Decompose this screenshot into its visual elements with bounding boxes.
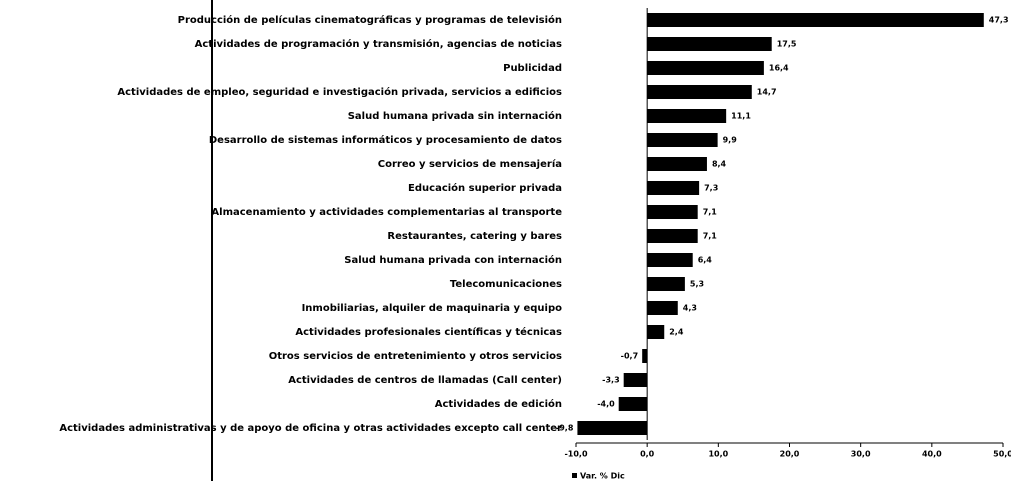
value-label: 7,3 bbox=[704, 184, 718, 193]
bar bbox=[577, 421, 648, 435]
value-label: 7,1 bbox=[703, 232, 718, 241]
x-tick-label: 20,0 bbox=[780, 450, 800, 459]
category-label: Producción de películas cinematográficas… bbox=[178, 14, 562, 26]
value-label: 17,5 bbox=[777, 40, 797, 49]
bar bbox=[647, 229, 698, 243]
bar bbox=[618, 397, 648, 411]
category-label: Telecomunicaciones bbox=[450, 279, 562, 290]
bar bbox=[647, 301, 678, 315]
bar bbox=[647, 157, 707, 171]
x-tick-label: 0,0 bbox=[640, 450, 655, 459]
value-label: 5,3 bbox=[690, 280, 704, 289]
value-label: 7,1 bbox=[703, 208, 718, 217]
category-label: Actividades de edición bbox=[435, 398, 562, 410]
x-tick-label: 50,0 bbox=[993, 450, 1011, 459]
legend-swatch bbox=[572, 473, 577, 478]
value-label: 16,4 bbox=[769, 64, 789, 73]
bar bbox=[647, 85, 752, 99]
value-label: 2,4 bbox=[669, 328, 684, 337]
bar bbox=[647, 133, 718, 147]
x-tick-label: 10,0 bbox=[708, 450, 728, 459]
value-label: -0,7 bbox=[621, 352, 639, 361]
x-tick-label: -10,0 bbox=[564, 450, 587, 459]
bar bbox=[647, 253, 693, 267]
category-label: Actividades de empleo, seguridad e inves… bbox=[117, 86, 562, 98]
bar bbox=[647, 277, 685, 291]
bar bbox=[647, 109, 727, 123]
x-tick-label: 40,0 bbox=[922, 450, 942, 459]
bar bbox=[647, 37, 772, 51]
category-label: Actividades de programación y transmisió… bbox=[195, 38, 562, 50]
value-label: 8,4 bbox=[712, 160, 727, 169]
category-label: Desarrollo de sistemas informáticos y pr… bbox=[209, 134, 562, 146]
value-label: 4,3 bbox=[683, 304, 697, 313]
bar bbox=[647, 181, 700, 195]
bar bbox=[647, 325, 665, 339]
value-label: -4,0 bbox=[597, 400, 615, 409]
value-label: 47,3 bbox=[989, 16, 1009, 25]
value-label: 14,7 bbox=[757, 88, 777, 97]
value-label: 9,9 bbox=[723, 136, 738, 145]
x-tick-label: 30,0 bbox=[851, 450, 871, 459]
category-label: Actividades de centros de llamadas (Call… bbox=[288, 375, 562, 386]
bar bbox=[647, 61, 764, 75]
bar bbox=[647, 205, 698, 219]
category-label: Inmobiliarias, alquiler de maquinaria y … bbox=[302, 303, 563, 314]
category-label: Salud humana privada sin internación bbox=[348, 110, 562, 122]
value-label: -3,3 bbox=[602, 376, 620, 385]
category-label: Actividades profesionales científicas y … bbox=[295, 326, 562, 338]
bar bbox=[642, 349, 648, 363]
bar bbox=[647, 13, 984, 27]
category-label: Otros servicios de entretenimiento y otr… bbox=[269, 351, 562, 362]
bar bbox=[623, 373, 648, 387]
legend-label: Var. % Dic bbox=[580, 472, 625, 481]
value-label: 6,4 bbox=[698, 256, 713, 265]
category-label: Almacenamiento y actividades complementa… bbox=[211, 207, 562, 218]
value-label: -9,8 bbox=[556, 424, 574, 433]
category-label: Actividades administrativas y de apoyo d… bbox=[59, 423, 562, 434]
category-label: Publicidad bbox=[503, 63, 562, 74]
category-label: Educación superior privada bbox=[408, 182, 562, 194]
category-label: Correo y servicios de mensajería bbox=[378, 158, 562, 170]
category-label: Restaurantes, catering y bares bbox=[387, 231, 562, 242]
value-label: 11,1 bbox=[731, 112, 751, 121]
category-label: Salud humana privada con internación bbox=[344, 254, 562, 266]
